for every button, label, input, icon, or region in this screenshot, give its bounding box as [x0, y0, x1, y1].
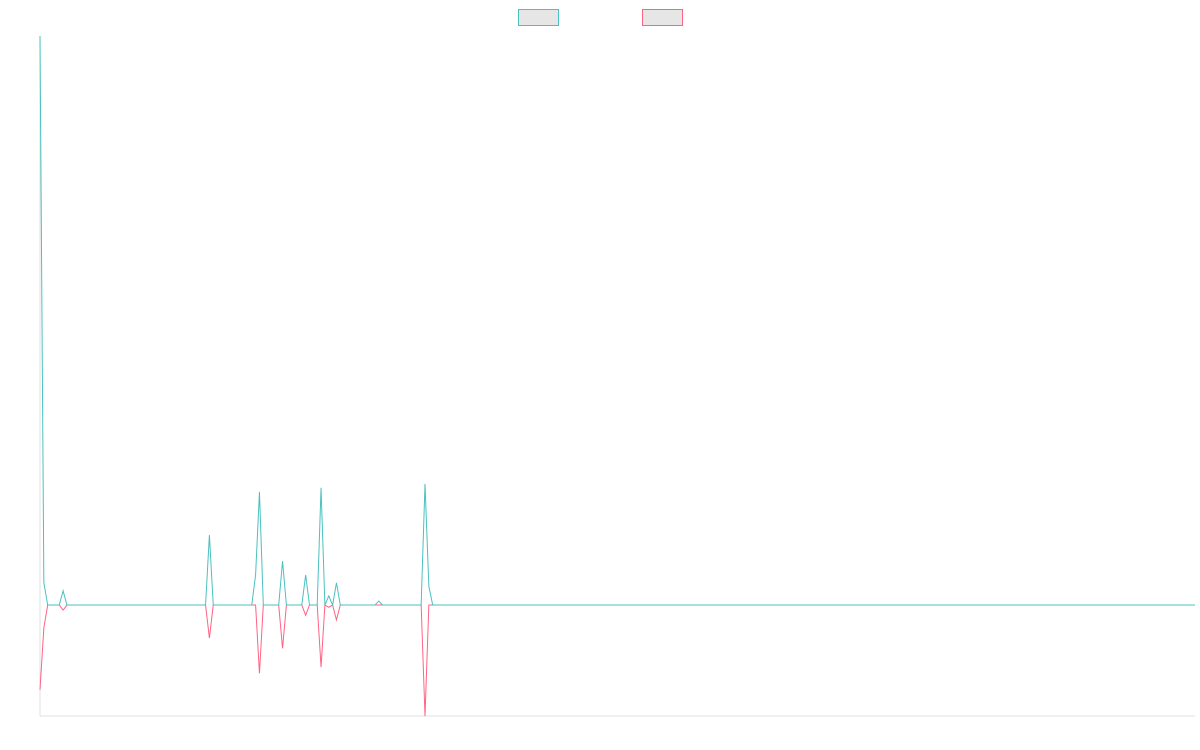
legend-swatch [642, 9, 683, 26]
legend-swatch [518, 9, 559, 26]
series-line [39, 35, 1195, 607]
series-line [39, 604, 1195, 717]
